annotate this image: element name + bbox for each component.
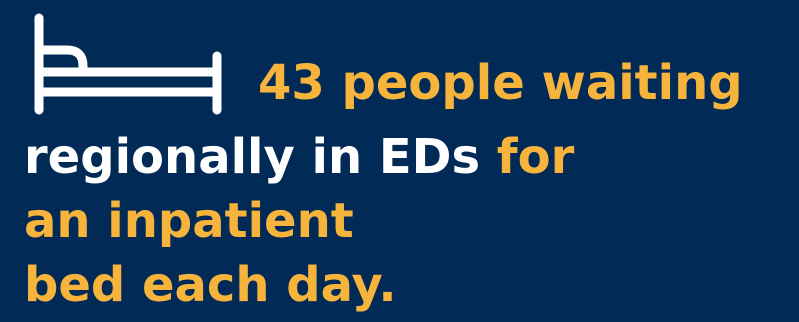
waiting-count-text: 43 people waiting	[258, 55, 743, 111]
statement-line-3: an inpatient	[24, 191, 354, 251]
statement-line-1: 43 people waiting	[258, 53, 743, 113]
bed-each-day-text: bed each day.	[24, 257, 397, 313]
statement-line-4: bed each day.	[24, 255, 397, 315]
bed-icon	[34, 13, 222, 115]
inpatient-text: an inpatient	[24, 193, 354, 249]
statement-line-2: regionally in EDs for	[24, 127, 574, 187]
for-text: for	[480, 129, 575, 185]
region-text: regionally in EDs	[24, 129, 481, 185]
